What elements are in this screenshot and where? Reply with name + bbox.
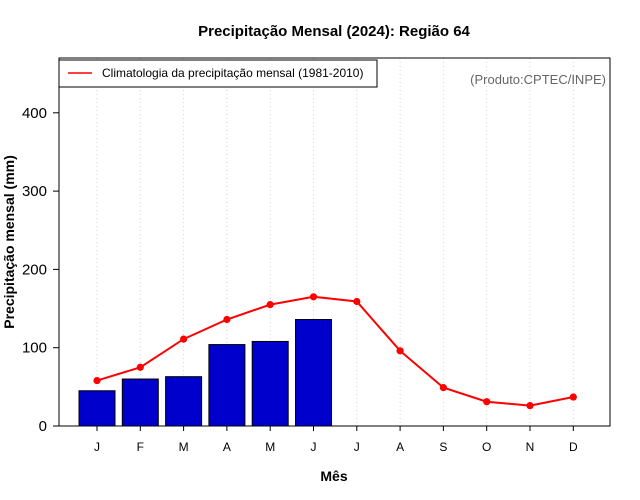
climatology-point-9: [483, 398, 491, 406]
y-axis-title: Precipitação mensal (mm): [1, 155, 17, 329]
climatology-series: [93, 293, 577, 410]
x-tick-label: N: [526, 440, 535, 454]
x-tick-label: J: [94, 440, 100, 454]
x-axis-title: Mês: [320, 468, 347, 484]
climatology-point-0: [93, 376, 101, 385]
y-tick-label: 300: [22, 183, 47, 200]
credit-text: (Produto:CPTEC/INPE): [470, 72, 606, 87]
y-tick-label: 0: [39, 418, 47, 435]
climatology-point-6: [353, 297, 361, 306]
legend-box: [58, 59, 378, 88]
chart-title: Precipitação Mensal (2024): Região 64: [198, 23, 470, 40]
climatology-point-2: [180, 335, 188, 343]
x-tick-label: A: [223, 440, 231, 454]
x-tick-label: S: [439, 440, 447, 454]
climatology-point-4: [266, 301, 274, 309]
x-tick-label: D: [569, 440, 578, 454]
x-tick-label: F: [137, 440, 144, 454]
x-tick-label: J: [311, 440, 317, 454]
x-tick-label: M: [179, 440, 189, 454]
legend: Climatologia da precipitação mensal (198…: [58, 59, 378, 88]
bar-series: [78, 319, 332, 427]
bar-4: [251, 340, 289, 427]
bar-1: [121, 378, 159, 427]
bar-2: [165, 376, 203, 427]
bar-3: [208, 344, 246, 427]
climatology-point-3: [223, 315, 231, 324]
y-axis: 0 100 200 300 400: [22, 105, 59, 435]
grid-lines: [96, 58, 574, 426]
x-tick-label: A: [396, 440, 404, 454]
climatology-point-10: [526, 402, 534, 410]
x-tick-label: M: [265, 440, 275, 454]
legend-label: Climatologia da precipitação mensal (198…: [102, 66, 363, 80]
climatology-point-8: [439, 384, 447, 392]
bar-0: [78, 390, 116, 427]
y-tick-label: 100: [22, 340, 47, 357]
x-tick-label: J: [354, 440, 360, 454]
bar-5: [295, 319, 332, 427]
climatology-point-1: [136, 363, 144, 371]
y-tick-label: 200: [22, 261, 47, 278]
climatology-point-7: [396, 347, 404, 355]
plot-frame: [58, 57, 611, 427]
x-tick-label: O: [482, 440, 491, 454]
climatology-point-5: [309, 293, 318, 301]
climatology-point-11: [569, 393, 577, 401]
y-tick-label: 400: [22, 105, 47, 122]
climatology-line: [96, 295, 574, 407]
